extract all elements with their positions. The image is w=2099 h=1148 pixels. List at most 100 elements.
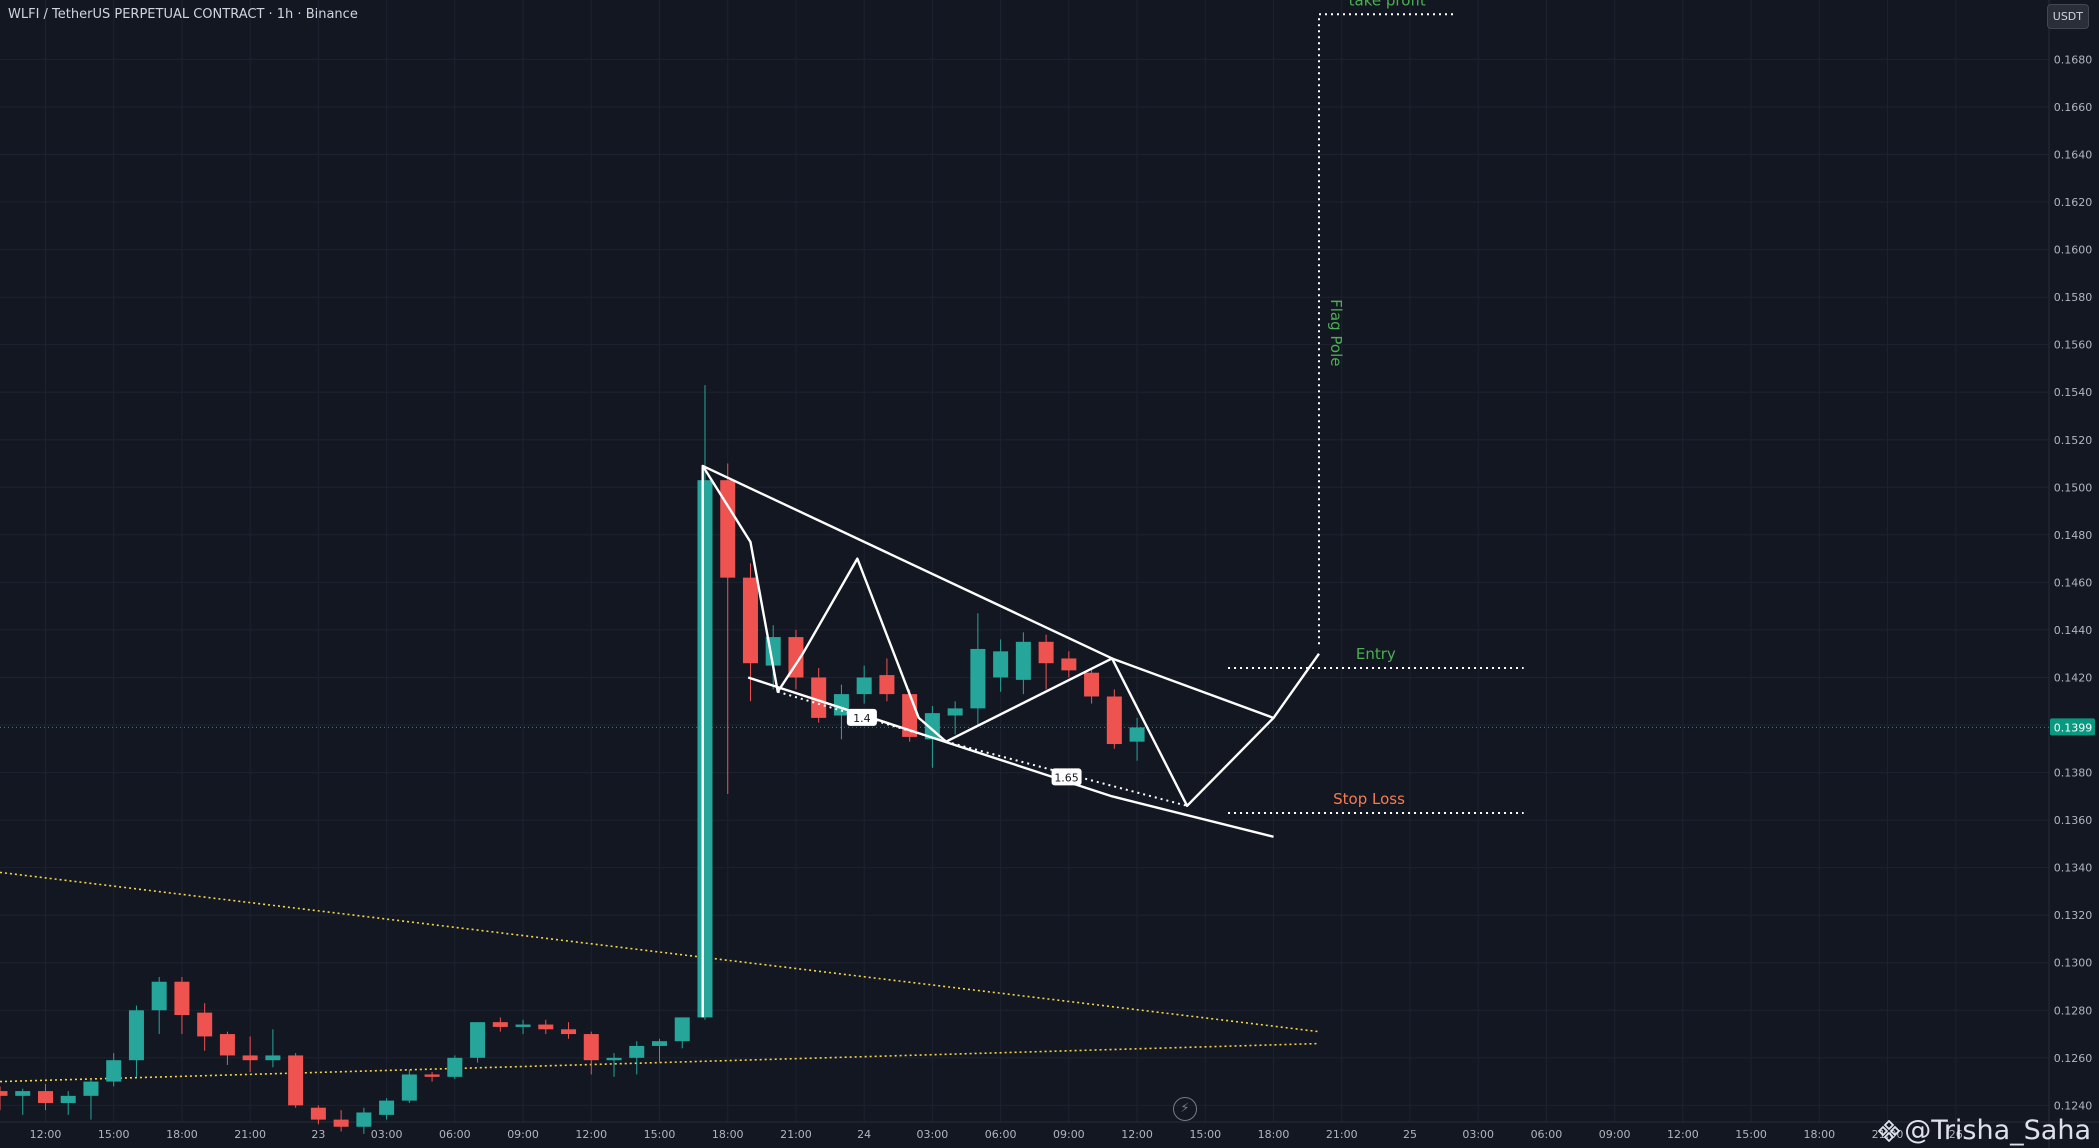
x-tick-label: 15:00: [1189, 1128, 1221, 1141]
y-tick-label: 0.1460: [2054, 576, 2093, 589]
annotation-labels: take profit Entry Stop Loss Flag Pole 1.4 1.6…: [846, 0, 1426, 808]
zigzag-path: [701, 464, 1320, 1018]
candle-body: [242, 1055, 258, 1061]
candle-body: [561, 1029, 577, 1035]
candle: [197, 1003, 213, 1051]
y-tick-label: 0.1540: [2054, 386, 2093, 399]
candle: [1038, 634, 1054, 690]
candle: [947, 701, 963, 735]
candle: [993, 639, 1009, 692]
candle-body: [60, 1095, 76, 1103]
price-axis[interactable]: 0.1240 0.1260 0.1280 0.1300 0.1320 0.1340 0.13…: [2050, 53, 2095, 1112]
y-tick-label: 0.1360: [2054, 814, 2093, 827]
entry-label: Entry: [1356, 645, 1396, 663]
candle-body: [1015, 641, 1031, 680]
candle: [697, 385, 713, 1020]
x-tick-label: 12:00: [30, 1128, 62, 1141]
candle-body: [15, 1091, 31, 1096]
candle-body: [993, 651, 1009, 678]
x-tick-label: 21:00: [234, 1128, 266, 1141]
candle-body: [856, 677, 872, 695]
candle-body: [833, 694, 849, 716]
candle-body: [128, 1010, 144, 1061]
time-axis[interactable]: 12:00 15:00 18:00 21:00 23 03:00 06:00 09:00 12:…: [30, 1128, 1963, 1141]
candle-body: [379, 1100, 395, 1115]
symbol-title[interactable]: WLFI / TetherUS PERPETUAL CONTRACT · 1h …: [8, 7, 358, 22]
x-tick-label: 06:00: [439, 1128, 471, 1141]
candle: [970, 613, 986, 726]
candle-body: [1038, 641, 1054, 664]
y-tick-label: 0.1500: [2054, 481, 2093, 494]
candle-body: [1129, 727, 1145, 742]
x-tick-label: 09:00: [507, 1128, 539, 1141]
y-tick-label: 0.1580: [2054, 291, 2093, 304]
flag-pole-label: Flag Pole: [1327, 299, 1345, 366]
candle: [720, 463, 736, 794]
pattern-drawings: [701, 13, 1524, 1018]
current-price-tag: 0.1399: [2050, 718, 2095, 736]
x-tick-label: 03:00: [917, 1128, 949, 1141]
candle: [128, 1005, 144, 1077]
stop-loss-label: Stop Loss: [1333, 790, 1405, 808]
candle-body: [583, 1034, 599, 1061]
x-tick-label: 09:00: [1599, 1128, 1631, 1141]
candle: [1106, 689, 1122, 749]
ratio-badge-1: 1.4: [846, 708, 877, 726]
candle-body: [333, 1119, 349, 1127]
x-tick-label: 06:00: [985, 1128, 1017, 1141]
candle-body: [720, 480, 736, 578]
y-tick-label: 0.1340: [2054, 862, 2093, 875]
candle: [788, 629, 804, 690]
candle-body: [151, 981, 167, 1011]
candle: [83, 1079, 99, 1120]
candle-body: [538, 1024, 554, 1030]
candle-body: [401, 1074, 417, 1101]
ratio-badge-2-text: 1.65: [1054, 771, 1079, 784]
candle-body: [83, 1081, 99, 1096]
lightning-icon[interactable]: ⚡: [1173, 1097, 1197, 1121]
ratio-badge-1-text: 1.4: [853, 712, 871, 725]
candle-body: [879, 675, 895, 695]
x-tick-label: 03:00: [1462, 1128, 1494, 1141]
candle: [106, 1053, 122, 1087]
candle-body: [37, 1091, 53, 1103]
y-tick-label: 0.1560: [2054, 339, 2093, 352]
y-tick-label: 0.1300: [2054, 957, 2093, 970]
y-tick-label: 0.1280: [2054, 1004, 2093, 1017]
candle-body: [174, 981, 190, 1016]
candle: [288, 1053, 304, 1108]
candle-body: [697, 480, 713, 1018]
candle-body: [651, 1041, 668, 1046]
candle: [538, 1019, 554, 1035]
x-tick-label: 15:00: [98, 1128, 130, 1141]
candle-body: [629, 1045, 645, 1058]
candle: [833, 684, 849, 740]
candle: [515, 1019, 531, 1035]
candle-body: [742, 577, 758, 664]
x-tick-label: 23: [311, 1128, 325, 1141]
flag-upper-line: [702, 464, 1274, 720]
currency-badge[interactable]: USDT: [2046, 4, 2089, 29]
y-tick-label: 0.1320: [2054, 909, 2093, 922]
y-tick-label: 0.1480: [2054, 529, 2093, 542]
candle-body: [515, 1024, 531, 1027]
candle-body: [674, 1017, 690, 1042]
candle: [1061, 651, 1077, 678]
x-tick-label: 18:00: [1803, 1128, 1835, 1141]
candle: [492, 1017, 508, 1032]
candle-body: [1061, 658, 1077, 671]
candle-body: [447, 1057, 463, 1077]
candle-body: [197, 1012, 213, 1037]
ratio-badge-2: 1.65: [1051, 768, 1082, 786]
candle-body: [288, 1055, 304, 1106]
candle-body: [0, 1091, 8, 1096]
candle: [811, 667, 827, 723]
y-tick-label: 0.1240: [2054, 1099, 2093, 1112]
x-tick-label: 09:00: [1053, 1128, 1085, 1141]
candle-body: [606, 1057, 622, 1061]
candle: [424, 1072, 440, 1082]
candle: [174, 976, 190, 1035]
x-tick-label: 18:00: [712, 1128, 744, 1141]
